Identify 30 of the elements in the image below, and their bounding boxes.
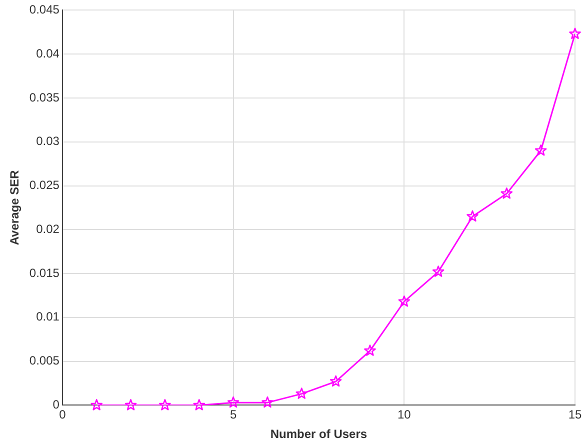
y-tick-label: 0 <box>52 398 60 412</box>
point <box>364 344 376 356</box>
y-tick-label: 0.03 <box>36 134 60 148</box>
point <box>227 396 240 408</box>
point <box>569 28 581 39</box>
point <box>159 399 171 410</box>
point <box>193 399 205 410</box>
point <box>500 188 513 199</box>
y-tick-label: 0.01 <box>36 310 60 324</box>
y-tick-label: 0.025 <box>29 178 60 192</box>
y-tick-label: 0.04 <box>36 46 60 60</box>
y-tick-label: 0.005 <box>29 354 60 368</box>
point <box>534 144 547 156</box>
point <box>90 399 102 410</box>
x-tick-label: 15 <box>568 408 582 422</box>
point <box>432 266 444 277</box>
point <box>330 375 342 387</box>
point <box>262 396 274 408</box>
y-tick-label: 0.02 <box>36 222 60 236</box>
y-tick-label: 0.035 <box>29 90 60 104</box>
point <box>466 210 478 222</box>
y-axis-title: Average SER <box>8 170 22 246</box>
x-tick-label: 5 <box>230 408 237 422</box>
point <box>124 399 137 410</box>
y-tick-label: 0.015 <box>29 266 60 280</box>
y-tick-label: 0.045 <box>29 2 60 17</box>
x-axis-title: Number of Users <box>270 427 368 442</box>
point <box>398 295 410 307</box>
x-tick-label: 10 <box>397 408 412 422</box>
point <box>296 388 308 399</box>
